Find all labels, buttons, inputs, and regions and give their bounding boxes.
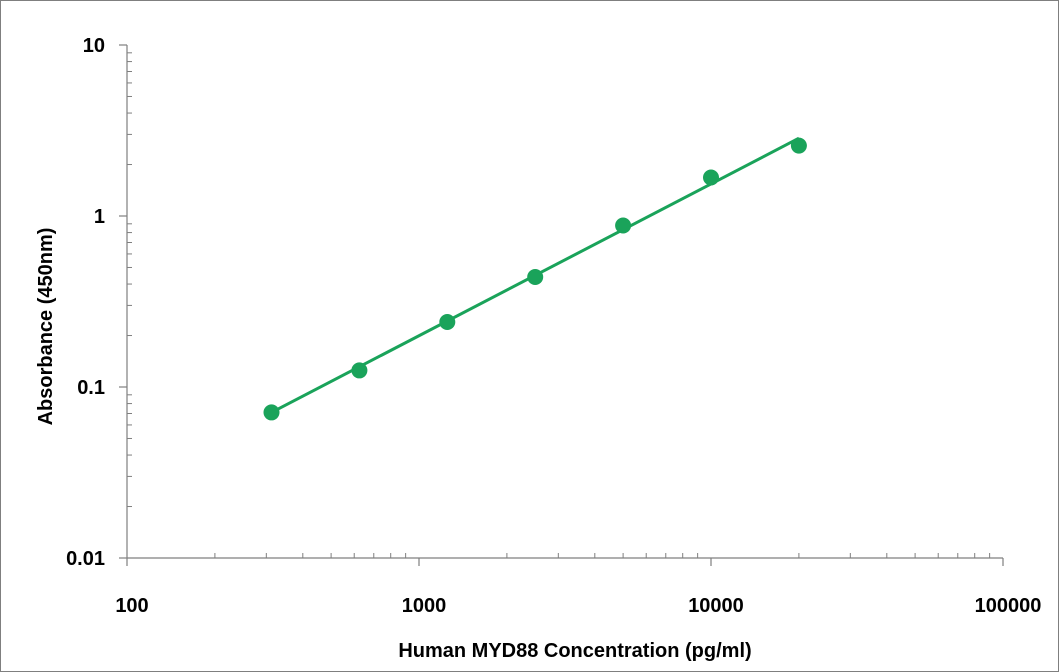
y-tick-label: 0.1 bbox=[77, 377, 105, 399]
data-points bbox=[263, 137, 807, 421]
data-point bbox=[615, 217, 632, 234]
data-point bbox=[703, 169, 719, 186]
x-tick-label: 10000 bbox=[688, 595, 744, 617]
data-point bbox=[439, 313, 456, 330]
axis-labels: Absorbance (450nm) Human MYD88 Concentra… bbox=[35, 228, 752, 662]
y-axis-title: Absorbance (450nm) bbox=[35, 228, 57, 426]
y-tick-label: 0.01 bbox=[66, 548, 105, 570]
y-tick-label: 10 bbox=[83, 35, 105, 57]
x-tick-label: 1000 bbox=[402, 595, 447, 617]
y-tick-label: 1 bbox=[94, 206, 105, 228]
axes bbox=[126, 45, 1003, 559]
x-tick-label: 100000 bbox=[975, 595, 1042, 617]
data-point bbox=[263, 404, 280, 421]
x-tick-label: 100 bbox=[115, 595, 148, 617]
data-point bbox=[790, 137, 807, 154]
data-point bbox=[351, 362, 368, 379]
ticks: 10 1 0.1 0.01 100 1000 10000 100000 bbox=[66, 35, 1041, 617]
x-axis-title: Human MYD88 Concentration (pg/ml) bbox=[398, 640, 751, 662]
data-point bbox=[527, 268, 544, 285]
